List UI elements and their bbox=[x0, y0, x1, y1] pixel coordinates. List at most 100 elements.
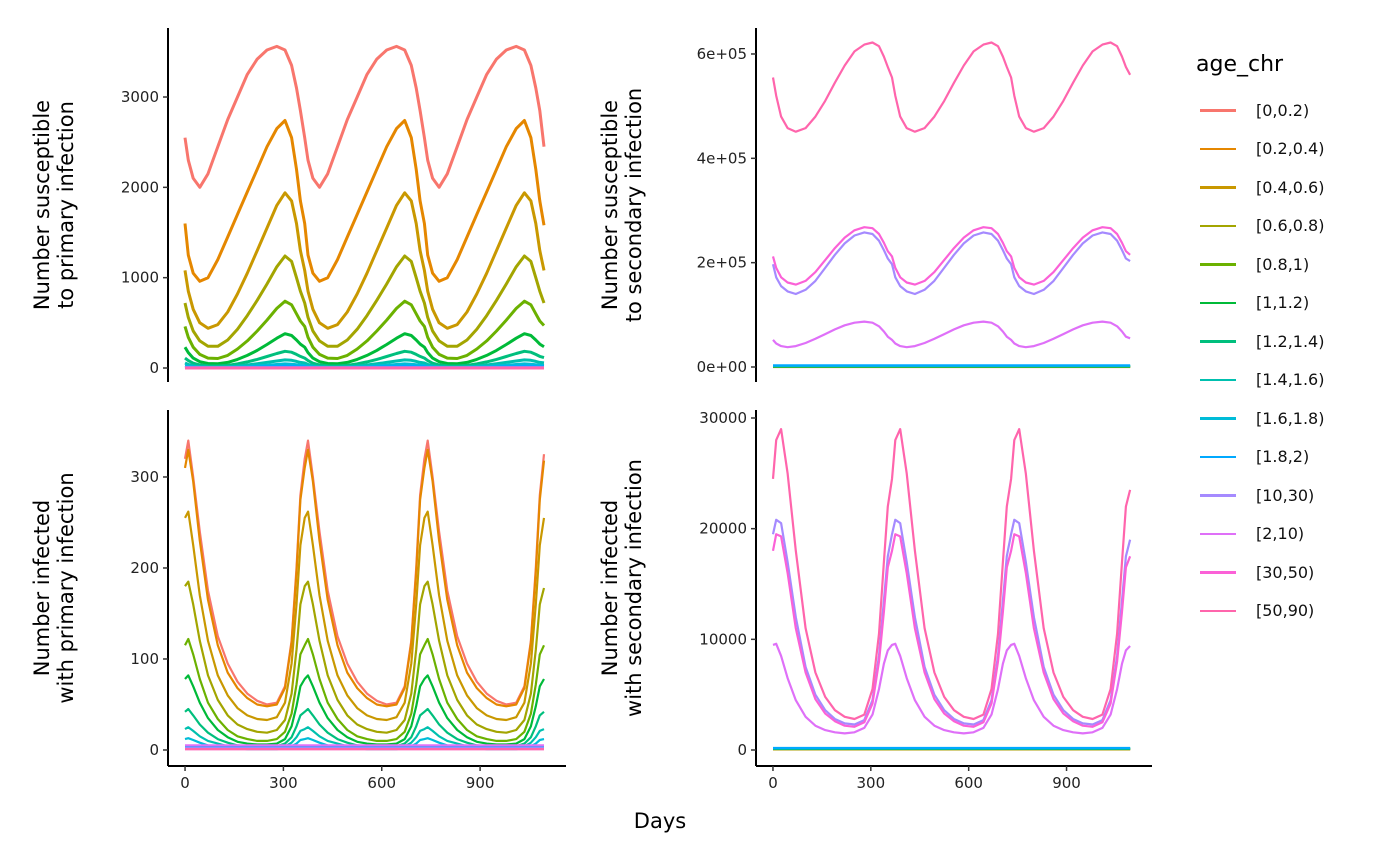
legend-key-line bbox=[1200, 417, 1236, 420]
y-tick-label: 300 bbox=[130, 468, 159, 486]
series-line-0-4-0-6 bbox=[183, 191, 546, 330]
y-tick-label: 30000 bbox=[699, 409, 747, 427]
legend-title: age_chr bbox=[1196, 52, 1284, 77]
x-axis-title: Days bbox=[634, 809, 686, 833]
y-tick-label: 0 bbox=[149, 359, 159, 377]
series-line-30-50 bbox=[771, 226, 1131, 286]
series-line-0-0-2 bbox=[183, 439, 546, 706]
series-line-1-4-1-6 bbox=[184, 358, 545, 369]
legend-label: [2,10) bbox=[1256, 524, 1305, 544]
legend-item-1-4-1-6: [1.4,1.6) bbox=[1196, 361, 1324, 400]
series-line-1-2-1-4 bbox=[184, 349, 545, 368]
legend-key-line bbox=[1200, 455, 1236, 458]
series-line-2-10 bbox=[772, 320, 1131, 349]
y-tick-label: 6e+05 bbox=[697, 45, 747, 63]
y-axis-title-line: Number infected bbox=[598, 500, 622, 677]
x-tick-label: 900 bbox=[466, 774, 495, 792]
series-line-0-8-1 bbox=[183, 299, 546, 360]
series-line-50-90 bbox=[771, 428, 1132, 721]
legend-label: [50,90) bbox=[1256, 601, 1315, 621]
legend-key-line bbox=[1200, 494, 1236, 497]
panel-3: 0 100 200 300 0 300 600 900 Number infected with … bbox=[30, 410, 566, 792]
series-line-0-0-2 bbox=[183, 44, 546, 189]
legend-item-0-4-0-6: [0.4,0.6) bbox=[1196, 168, 1324, 207]
legend-key-line bbox=[1200, 224, 1236, 227]
legend-key-line bbox=[1200, 147, 1236, 150]
y-axis-title-line: to primary infection bbox=[54, 101, 78, 309]
legend-key-line bbox=[1200, 340, 1236, 343]
legend-label: [1,1.2) bbox=[1256, 293, 1310, 313]
x-tick-label: 300 bbox=[857, 774, 886, 792]
legend-item-2-10: [2,10) bbox=[1196, 515, 1324, 554]
panel-2: 0e+00 2e+05 4e+05 6e+05 Number susceptible to… bbox=[598, 28, 1132, 382]
legend-key-line bbox=[1200, 532, 1236, 535]
x-tick-label: 0 bbox=[768, 774, 778, 792]
series-line-30-50 bbox=[771, 533, 1132, 728]
legend-label: [1.8,2) bbox=[1256, 447, 1310, 467]
legend-key-line bbox=[1200, 609, 1236, 612]
series-line-10-30 bbox=[771, 231, 1131, 296]
y-axis-title-line: with secondary infection bbox=[622, 459, 646, 717]
y-tick-label: 10000 bbox=[699, 630, 747, 648]
series-line-0-6-0-8 bbox=[184, 580, 546, 734]
legend-key-line bbox=[1200, 301, 1236, 304]
legend-item-1-2-1-4: [1.2,1.4) bbox=[1196, 322, 1324, 361]
legend-key-line bbox=[1200, 571, 1236, 574]
panel-4: 0 10000 20000 30000 0 300 600 900 Number infecte… bbox=[598, 409, 1152, 792]
series-line-0-2-0-4 bbox=[183, 448, 546, 708]
series-line-1-1-2 bbox=[183, 332, 545, 366]
y-tick-label: 0e+00 bbox=[697, 358, 747, 376]
legend-label: [1.6,1.8) bbox=[1256, 408, 1325, 428]
y-tick-label: 20000 bbox=[699, 520, 747, 538]
y-axis-title-line: Number susceptible bbox=[598, 100, 622, 310]
y-axis-title-line: to secondary infection bbox=[622, 88, 646, 323]
y-tick-label: 100 bbox=[130, 650, 159, 668]
legend-item-1-8-2: [1.8,2) bbox=[1196, 438, 1324, 477]
legend-label: [10,30) bbox=[1256, 485, 1315, 505]
legend-item-1-1-2: [1,1.2) bbox=[1196, 284, 1324, 323]
legend-label: [0.8,1) bbox=[1256, 254, 1310, 274]
legend-item-0-2-0-4: [0.2,0.4) bbox=[1196, 130, 1324, 169]
legend: age_chr [0,0.2) [0.2,0.4) [0.4,0.6) [0.6,0.… bbox=[1196, 52, 1324, 630]
legend-item-0-0-2: [0,0.2) bbox=[1196, 91, 1324, 130]
series-line-10-30 bbox=[771, 518, 1132, 726]
series-line-0-4-0-6 bbox=[184, 510, 546, 722]
legend-label: [0,0.2) bbox=[1256, 100, 1310, 120]
legend-label: [1.4,1.6) bbox=[1256, 370, 1325, 390]
x-tick-label: 300 bbox=[269, 774, 298, 792]
x-tick-label: 0 bbox=[180, 774, 190, 792]
legend-item-1-6-1-8: [1.6,1.8) bbox=[1196, 399, 1324, 438]
y-tick-label: 0 bbox=[737, 741, 747, 759]
y-tick-label: 200 bbox=[130, 559, 159, 577]
legend-item-10-30: [10,30) bbox=[1196, 476, 1324, 515]
legend-item-0-6-0-8: [0.6,0.8) bbox=[1196, 207, 1324, 246]
y-tick-label: 2e+05 bbox=[697, 254, 747, 272]
legend-key-line bbox=[1200, 378, 1236, 381]
y-tick-label: 4e+05 bbox=[697, 149, 747, 167]
y-tick-label: 0 bbox=[149, 741, 159, 759]
y-tick-label: 3000 bbox=[121, 88, 159, 106]
legend-key-line bbox=[1200, 263, 1236, 266]
legend-label: [0.2,0.4) bbox=[1256, 139, 1325, 159]
series-line-50-90 bbox=[771, 41, 1132, 133]
x-tick-label: 600 bbox=[954, 774, 983, 792]
legend-key-line bbox=[1200, 186, 1236, 189]
x-tick-label: 600 bbox=[367, 774, 396, 792]
legend-label: [0.4,0.6) bbox=[1256, 177, 1325, 197]
panel-1: 0 1000 2000 3000 Number susceptible to primar… bbox=[30, 28, 546, 382]
series-line-2-10 bbox=[772, 642, 1131, 735]
y-axis-title-line: with primary infection bbox=[54, 472, 78, 703]
legend-label: [0.6,0.8) bbox=[1256, 216, 1325, 236]
legend-label: [1.2,1.4) bbox=[1256, 331, 1325, 351]
series-line-0-6-0-8 bbox=[183, 254, 546, 348]
legend-key-line bbox=[1200, 109, 1236, 112]
y-tick-label: 2000 bbox=[121, 178, 159, 196]
series-line-0-8-1 bbox=[184, 637, 545, 743]
y-axis-title-line: Number infected bbox=[30, 500, 54, 677]
x-tick-label: 900 bbox=[1052, 774, 1081, 792]
series-line-0-2-0-4 bbox=[183, 119, 546, 283]
legend-item-30-50: [30,50) bbox=[1196, 553, 1324, 592]
legend-item-50-90: [50,90) bbox=[1196, 592, 1324, 631]
legend-label: [30,50) bbox=[1256, 562, 1315, 582]
